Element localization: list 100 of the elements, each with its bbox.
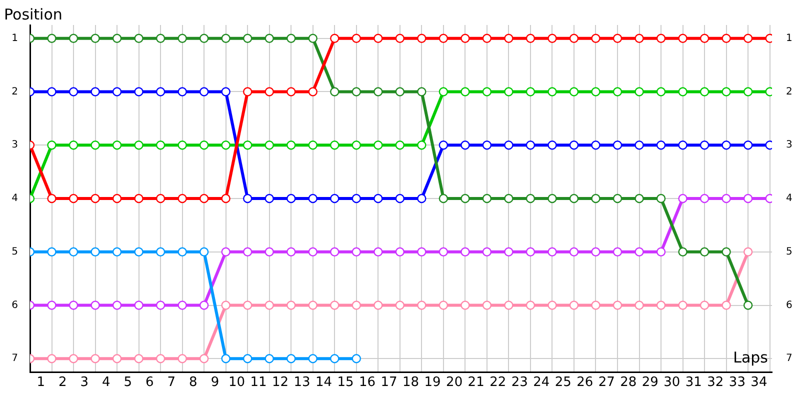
point (591, 140, 600, 150)
x-tick-label: 7 (167, 375, 176, 390)
point (134, 87, 144, 96)
point (308, 87, 318, 96)
point (722, 140, 731, 150)
x-tick-label: 22 (490, 375, 506, 390)
point (374, 34, 383, 43)
point (112, 354, 122, 364)
point (678, 87, 688, 96)
y2-tick-label: 4 (786, 193, 792, 204)
x-tick-label: 32 (707, 375, 724, 390)
point (417, 34, 426, 43)
point (286, 140, 296, 150)
point (156, 140, 166, 150)
point (221, 247, 230, 256)
point (700, 194, 710, 204)
point (242, 140, 252, 150)
point (178, 354, 187, 364)
point (68, 140, 78, 150)
point (330, 34, 340, 43)
point (352, 247, 361, 256)
x-tick-label: 8 (189, 375, 198, 390)
point (352, 34, 361, 43)
x-tick-label: 29 (642, 375, 658, 390)
x-tick-label: 4 (102, 375, 110, 390)
point (264, 140, 274, 150)
point (178, 247, 187, 256)
point (178, 87, 187, 96)
point (68, 34, 78, 43)
point (134, 354, 144, 364)
point (482, 247, 492, 256)
x-tick-label: 11 (250, 375, 267, 390)
point (591, 300, 600, 310)
point (417, 300, 426, 310)
point (722, 87, 731, 96)
point (308, 140, 318, 150)
point (569, 87, 579, 96)
point (308, 34, 318, 43)
point (548, 300, 557, 310)
point (504, 247, 514, 256)
x-tick-label: 20 (446, 375, 463, 390)
point (90, 354, 100, 364)
point (678, 247, 688, 256)
point (722, 34, 731, 43)
point (722, 194, 731, 204)
x-tick-label: 12 (272, 375, 289, 390)
x-tick-label: 31 (685, 375, 702, 390)
point (417, 247, 426, 256)
x-tick-label: 21 (468, 375, 484, 390)
point (743, 140, 753, 150)
x-tick-label: 17 (380, 375, 398, 390)
x-tick-label: 28 (620, 375, 637, 390)
point (112, 140, 122, 150)
y2-tick-label: 5 (786, 246, 792, 258)
point (112, 300, 122, 310)
point (242, 87, 252, 96)
x-tick-label: 1 (36, 375, 46, 390)
point (221, 194, 230, 204)
point (242, 34, 252, 43)
point (156, 354, 166, 364)
x-tick-label: 25 (554, 375, 572, 390)
point (482, 140, 492, 150)
point (526, 87, 536, 96)
point (700, 247, 710, 256)
point (612, 300, 622, 310)
point (199, 194, 209, 204)
x-tick-label: 23 (511, 375, 528, 390)
point (264, 300, 274, 310)
point (199, 87, 209, 96)
point (526, 140, 536, 150)
point (548, 87, 557, 96)
y-tick-label: 7 (12, 353, 18, 364)
point (47, 140, 56, 150)
y2-tick-label: 2 (786, 86, 792, 98)
point (569, 247, 579, 256)
point (90, 34, 100, 43)
point (47, 300, 56, 310)
x-tick-label: 33 (728, 375, 746, 390)
point (264, 354, 274, 364)
point (68, 194, 78, 204)
y-tick-label: 2 (12, 86, 18, 98)
point (178, 34, 187, 43)
y-tick-label: 4 (12, 193, 18, 204)
y2-tick-label: 3 (786, 140, 792, 151)
point (526, 194, 536, 204)
y2-tick-label: 1 (786, 32, 792, 44)
x-tick-label: 26 (576, 375, 594, 390)
point (308, 194, 318, 204)
point (634, 247, 644, 256)
point (743, 194, 753, 204)
x-tick-label: 10 (228, 375, 245, 390)
point (656, 34, 666, 43)
point (156, 34, 166, 43)
x-tick-label: 2 (58, 375, 67, 390)
point (395, 34, 405, 43)
point (526, 247, 536, 256)
point (68, 247, 78, 256)
x-tick-label: 18 (402, 375, 420, 390)
point (612, 87, 622, 96)
point (330, 140, 340, 150)
